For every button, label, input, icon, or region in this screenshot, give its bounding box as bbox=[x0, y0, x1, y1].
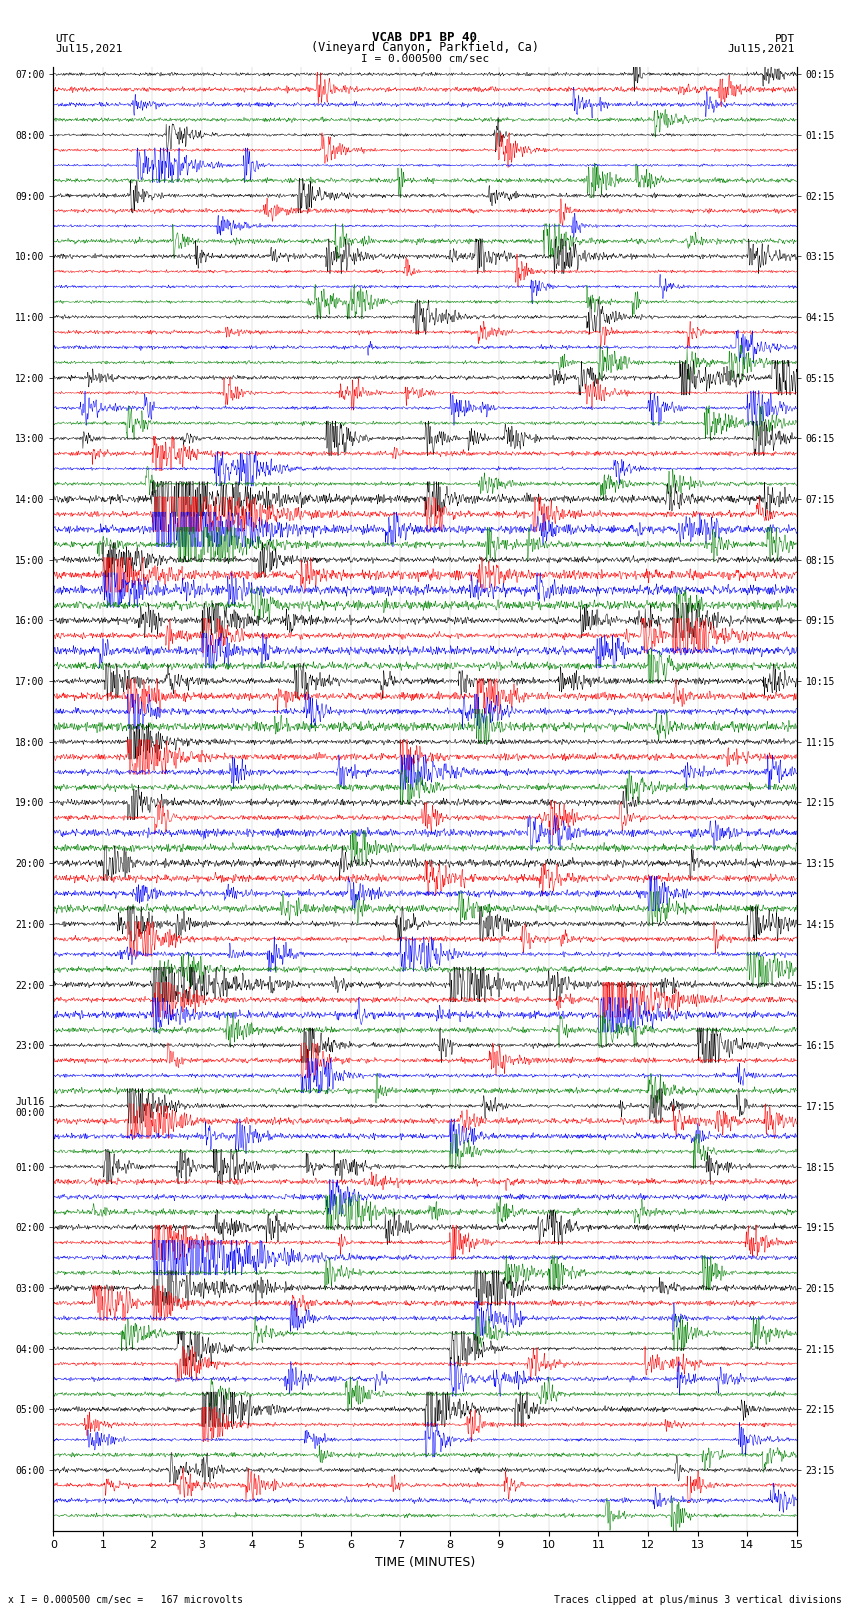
X-axis label: TIME (MINUTES): TIME (MINUTES) bbox=[375, 1557, 475, 1569]
Text: Jul15,2021: Jul15,2021 bbox=[728, 44, 795, 53]
Text: I = 0.000500 cm/sec: I = 0.000500 cm/sec bbox=[361, 53, 489, 65]
Text: x I = 0.000500 cm/sec =   167 microvolts: x I = 0.000500 cm/sec = 167 microvolts bbox=[8, 1595, 243, 1605]
Text: UTC: UTC bbox=[55, 34, 76, 44]
Text: (Vineyard Canyon, Parkfield, Ca): (Vineyard Canyon, Parkfield, Ca) bbox=[311, 40, 539, 53]
Text: PDT: PDT bbox=[774, 34, 795, 44]
Text: VCAB DP1 BP 40: VCAB DP1 BP 40 bbox=[372, 31, 478, 44]
Text: Traces clipped at plus/minus 3 vertical divisions: Traces clipped at plus/minus 3 vertical … bbox=[553, 1595, 842, 1605]
Text: Jul15,2021: Jul15,2021 bbox=[55, 44, 122, 53]
